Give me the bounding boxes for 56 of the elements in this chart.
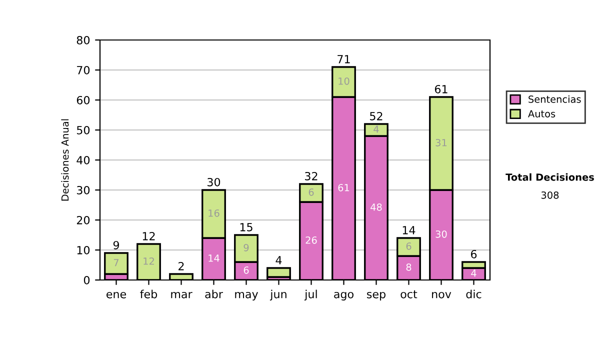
x-tick-label: may: [235, 292, 258, 300]
total-label: 32: [305, 172, 318, 180]
data-label: 12: [144, 257, 154, 265]
total-label: 4: [276, 256, 282, 264]
x-tick-label: mar: [171, 292, 192, 298]
total-label: 52: [370, 112, 382, 120]
x-tick-label: abr: [205, 290, 223, 298]
data-label: 4: [471, 270, 476, 277]
legend-label: Sentencias: [528, 95, 581, 103]
y-tick-label: 70: [77, 66, 90, 74]
total-label: 30: [208, 178, 220, 186]
data-label: 16: [208, 209, 220, 217]
text: 308: [541, 191, 559, 199]
data-label: 26: [306, 236, 317, 244]
x-tick-label: ago: [334, 292, 354, 300]
x-tick-label: dic: [466, 290, 482, 298]
data-label: 6: [308, 188, 314, 196]
x-tick-label: jul: [304, 290, 317, 300]
y-tick-label: 10: [77, 246, 90, 254]
total-label: 12: [142, 232, 155, 240]
x-tick-label: jun: [270, 290, 286, 300]
data-label: 7: [114, 259, 119, 266]
data-label: 8: [406, 263, 412, 271]
total-label: 61: [434, 84, 448, 94]
data-label: 6: [244, 266, 249, 274]
x-tick-label: nov: [432, 292, 452, 298]
x-tick-label: sep: [367, 292, 386, 300]
data-label: 31: [436, 138, 447, 146]
data-label: 6: [406, 242, 412, 250]
x-tick-label: feb: [140, 290, 158, 298]
y-tick-label: 60: [76, 96, 90, 104]
total-label: 6: [470, 250, 477, 258]
text: Total Decisiones: [506, 173, 594, 181]
total-label: 15: [240, 223, 252, 232]
y-tick-label: 30: [76, 186, 90, 194]
data-label: 48: [370, 203, 382, 211]
data-label: 10: [338, 77, 350, 85]
data-label: 4: [374, 126, 379, 133]
y-tick-label: 40: [76, 156, 90, 164]
total-label: 14: [402, 226, 416, 234]
total-label: 71: [338, 55, 350, 64]
y-tick-label: 20: [76, 216, 90, 224]
data-label: 61: [338, 184, 350, 192]
y-axis-title: Decisiones Anual: [61, 119, 69, 201]
data-label: 9: [244, 244, 249, 252]
data-label: 30: [436, 230, 447, 238]
y-tick-label: 0: [84, 276, 90, 284]
x-tick-label: oct: [400, 290, 418, 298]
total-label: 2: [178, 262, 184, 270]
x-tick-label: ene: [106, 292, 126, 298]
bar: [266, 267, 291, 278]
y-tick-label: 50: [76, 126, 90, 134]
total-label: 9: [113, 240, 120, 250]
y-tick-label: 80: [76, 36, 90, 44]
legend-label: Autos: [528, 110, 556, 118]
data-label: 14: [208, 254, 220, 262]
